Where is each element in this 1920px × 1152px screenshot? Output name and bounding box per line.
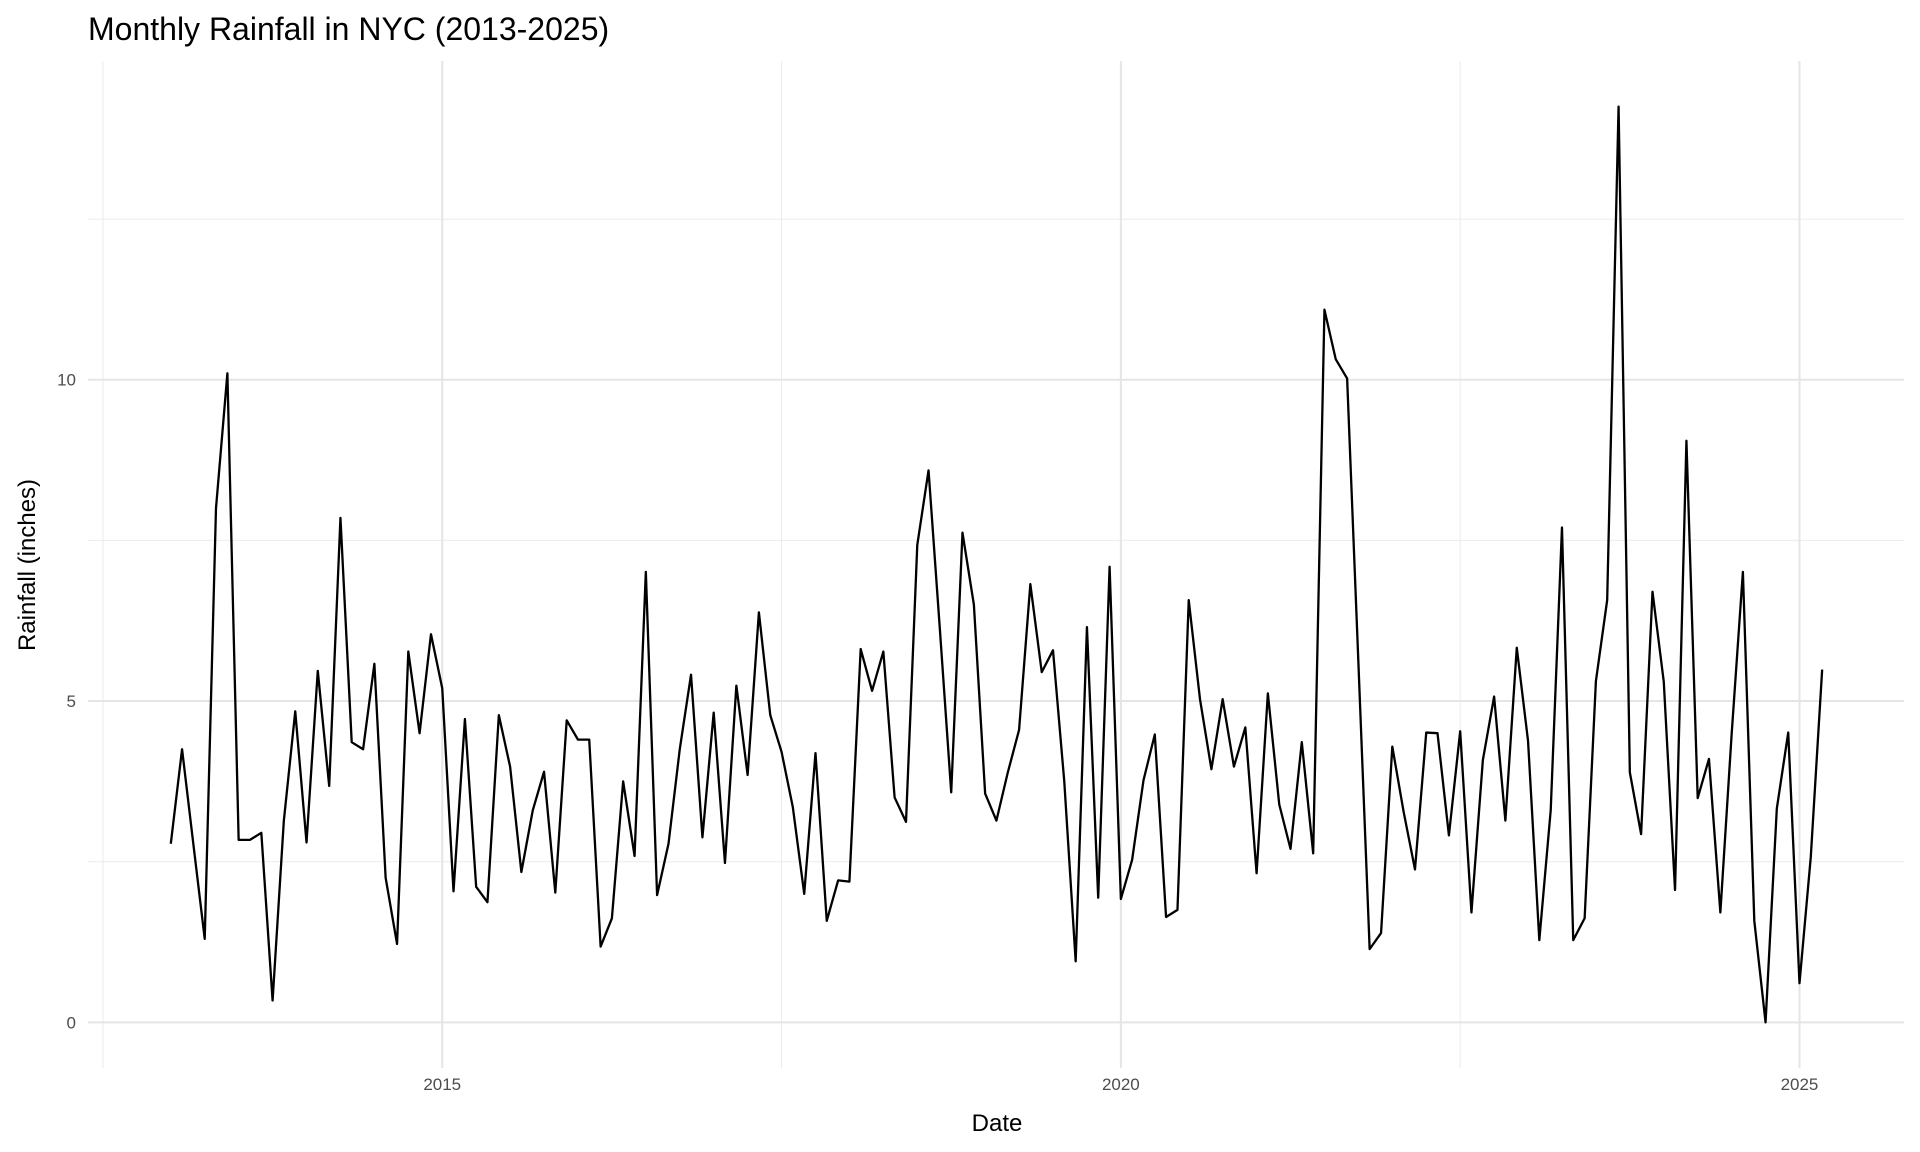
- x-tick-label: 2025: [1781, 1075, 1819, 1094]
- y-tick-label: 5: [67, 692, 76, 711]
- data-line: [169, 105, 1824, 1024]
- chart-title: Monthly Rainfall in NYC (2013-2025): [88, 11, 609, 47]
- grid: 0 5 10 2015 2020 2025: [57, 61, 1904, 1094]
- marks: [169, 105, 1824, 1024]
- y-tick-label: 0: [67, 1013, 76, 1032]
- x-tick-label: 2020: [1102, 1075, 1140, 1094]
- y-tick-label: 10: [57, 371, 76, 390]
- y-axis-title: Rainfall (inches): [14, 479, 41, 651]
- x-axis-title: Date: [972, 1110, 1023, 1137]
- x-tick-label: 2015: [423, 1075, 461, 1094]
